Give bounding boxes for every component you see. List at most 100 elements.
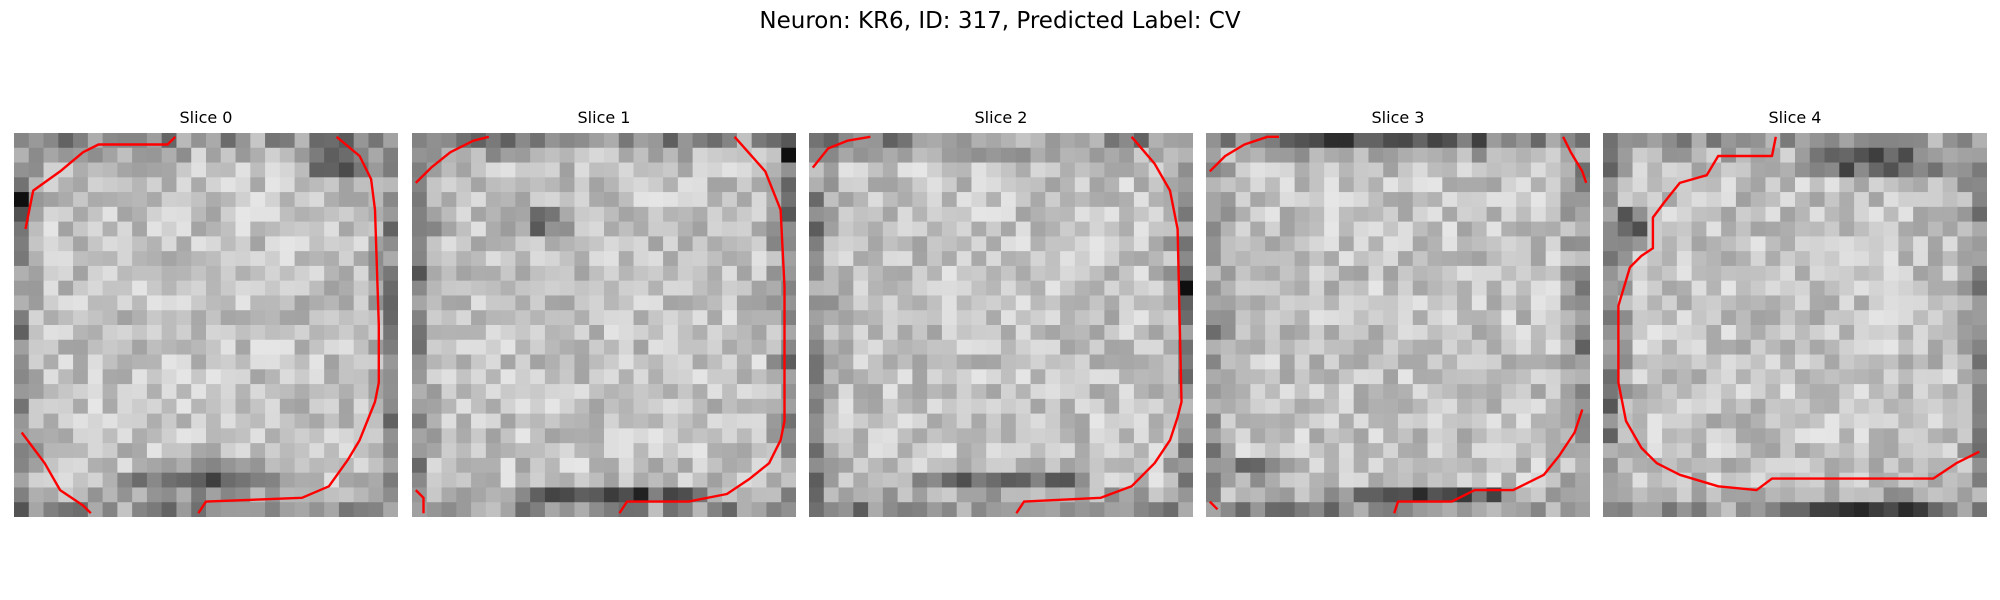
pixel-cell [132,354,148,370]
pixel-cell [897,354,913,370]
pixel-cell [1898,221,1914,237]
pixel-cell [736,295,753,311]
pixel-cell [1250,487,1266,503]
pixel-cell [250,192,266,208]
pixel-cell [927,295,943,311]
pixel-cell [853,265,869,282]
pixel-cell [426,206,443,223]
pixel-cell [1163,502,1179,517]
pixel-cell [1119,502,1135,517]
pixel-cell [1206,251,1222,267]
pixel-cell [1163,265,1179,282]
pixel-cell [677,502,694,517]
pixel-cell [1824,280,1840,296]
pixel-cell [176,413,192,429]
pixel-cell [707,487,723,503]
pixel-cell [927,413,943,429]
pixel-cell [1617,443,1634,459]
pixel-cell [1883,265,1899,282]
pixel-cell [1765,192,1781,208]
pixel-cell [324,265,340,282]
pixel-cell [663,236,679,252]
pixel-cell [1133,384,1150,400]
pixel-cell [544,280,561,296]
pixel-cell [1383,162,1399,178]
pixel-cell [1030,428,1046,444]
pixel-cell [1294,206,1310,223]
pixel-cell [1824,384,1840,400]
pixel-cell [1809,206,1826,223]
pixel-cell [1471,472,1488,488]
pixel-cell [1898,487,1914,503]
pixel-cell [823,428,840,444]
pixel-cell [1780,325,1796,341]
pixel-cell [1795,369,1811,385]
pixel-cell [707,398,723,415]
pixel-cell [132,369,148,385]
pixel-cell [1780,339,1796,356]
pixel-cell [146,206,163,223]
pixel-cell [897,265,913,282]
pixel-cell [132,236,148,252]
pixel-cell [500,221,516,237]
pixel-cell [589,310,605,326]
pixel-cell [1030,265,1046,282]
pixel-cell [117,236,133,252]
pixel-cell [853,384,869,400]
pixel-cell [751,280,767,296]
pixel-cell [265,354,281,370]
pixel-cell [1398,339,1414,356]
pixel-cell [663,133,679,149]
pixel-cell [1001,177,1017,193]
pixel-cell [220,472,237,488]
pixel-cell [956,457,972,474]
pixel-cell [1089,162,1105,178]
pixel-cell [1603,162,1619,178]
pixel-cell [117,457,133,474]
pixel-cell [1913,310,1929,326]
pixel-cell [897,147,913,164]
pixel-cell [1735,177,1752,193]
pixel-cell [1427,251,1443,267]
pixel-cell [1045,192,1061,208]
pixel-cell [823,339,840,356]
pixel-cell [1457,369,1473,385]
pixel-cell [1060,457,1076,474]
pixel-cell [1676,192,1693,208]
pixel-cell [1353,428,1369,444]
pixel-cell [235,206,251,223]
pixel-cell [500,325,516,341]
pixel-cell [161,443,177,459]
pixel-cell [838,251,854,267]
pixel-cell [1133,280,1150,296]
pixel-cell [1442,221,1458,237]
pixel-cell [1957,398,1973,415]
pixel-cell [1060,295,1076,311]
pixel-cell [1457,472,1473,488]
pixel-cell [544,251,561,267]
pixel-cell [1133,457,1150,474]
pixel-cell [1309,369,1325,385]
pixel-cell [1765,384,1781,400]
pixel-cell [441,295,457,311]
pixel-cell [971,147,987,164]
pixel-cell [1324,457,1340,474]
pixel-cell [1898,398,1914,415]
pixel-cell [823,472,840,488]
pixel-cell [1457,295,1473,311]
slice-title-4: Slice 4 [1768,108,1822,127]
pixel-cell [781,457,796,474]
contour-line [24,135,177,230]
pixel-cell [14,251,30,267]
pixel-cell [1368,369,1384,385]
pixel-cell [279,206,296,223]
pixel-cell [1560,428,1576,444]
pixel-cell [1868,457,1885,474]
pixel-cell [559,354,575,370]
pixel-cell [941,236,958,252]
pixel-cell [383,295,398,311]
pixel-cell [1824,398,1840,415]
pixel-cell [1647,265,1663,282]
pixel-cell [206,265,222,282]
pixel-cell [1163,236,1179,252]
